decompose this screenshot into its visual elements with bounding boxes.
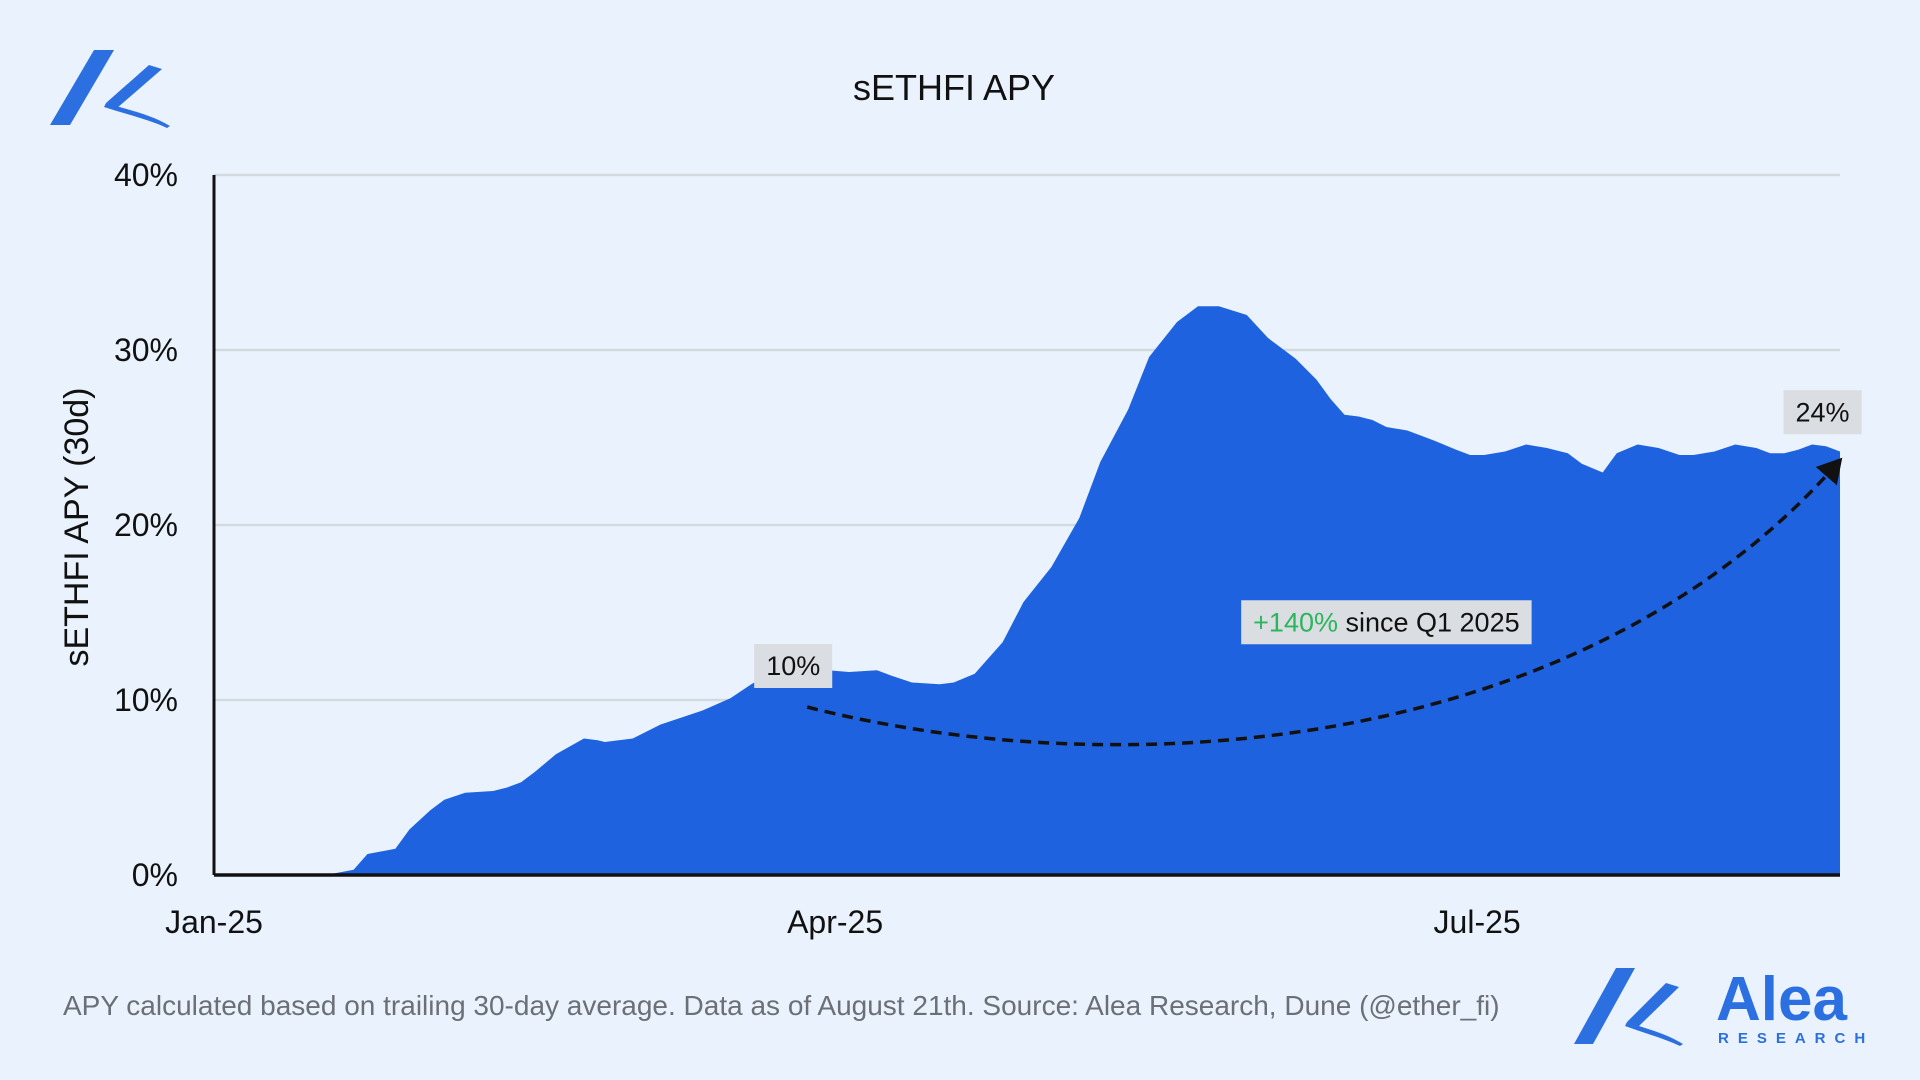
- annotation-bg: [1241, 600, 1532, 645]
- x-tick-label: Jul-25: [1434, 904, 1521, 940]
- plot-area: [214, 306, 1840, 875]
- footnote: APY calculated based on trailing 30-day …: [63, 990, 1500, 1021]
- y-tick-label: 0%: [132, 857, 178, 893]
- y-tick-label: 10%: [114, 682, 178, 718]
- annotation-text: +140% since Q1 2025: [1253, 607, 1519, 637]
- annotation-label: 10%: [754, 644, 833, 688]
- y-axis-label: sETHFI APY (30d): [58, 387, 96, 666]
- annotation-label: 24%: [1783, 390, 1862, 435]
- x-tick-label: Jan-25: [165, 904, 263, 940]
- x-tick-labels: Jan-25 Apr-25 Jul-25: [165, 904, 1521, 940]
- axes: [212, 175, 1840, 877]
- annotation-bg: [754, 644, 833, 688]
- chart-title: sETHFI APY: [853, 67, 1055, 108]
- x-tick-label: Apr-25: [787, 904, 883, 940]
- y-tick-labels: 0% 10% 20% 30% 40%: [114, 157, 178, 893]
- brand-logo: Alea RESEARCH: [1574, 965, 1874, 1047]
- annotation-bg: [1783, 390, 1862, 435]
- annotation-label: +140% since Q1 2025: [1241, 600, 1532, 645]
- annotation-rest: since Q1 2025: [1338, 607, 1520, 637]
- y-tick-label: 30%: [114, 332, 178, 368]
- annotations: 10% 24% +140% since Q1 2025: [754, 390, 1862, 747]
- annotation-text: 24%: [1796, 397, 1850, 427]
- logo-mark-icon: [50, 50, 170, 128]
- brand-logo-mark-icon: [1574, 968, 1683, 1046]
- annotation-highlight: +140%: [1253, 607, 1338, 637]
- trend-arrow: [806, 457, 1843, 747]
- brand-name: Alea: [1716, 965, 1847, 1034]
- annotation-text: 10%: [766, 651, 820, 681]
- y-tick-label: 20%: [114, 507, 178, 543]
- area-series: [214, 306, 1840, 875]
- brand-subtitle: RESEARCH: [1718, 1030, 1874, 1047]
- y-tick-label: 40%: [114, 157, 178, 193]
